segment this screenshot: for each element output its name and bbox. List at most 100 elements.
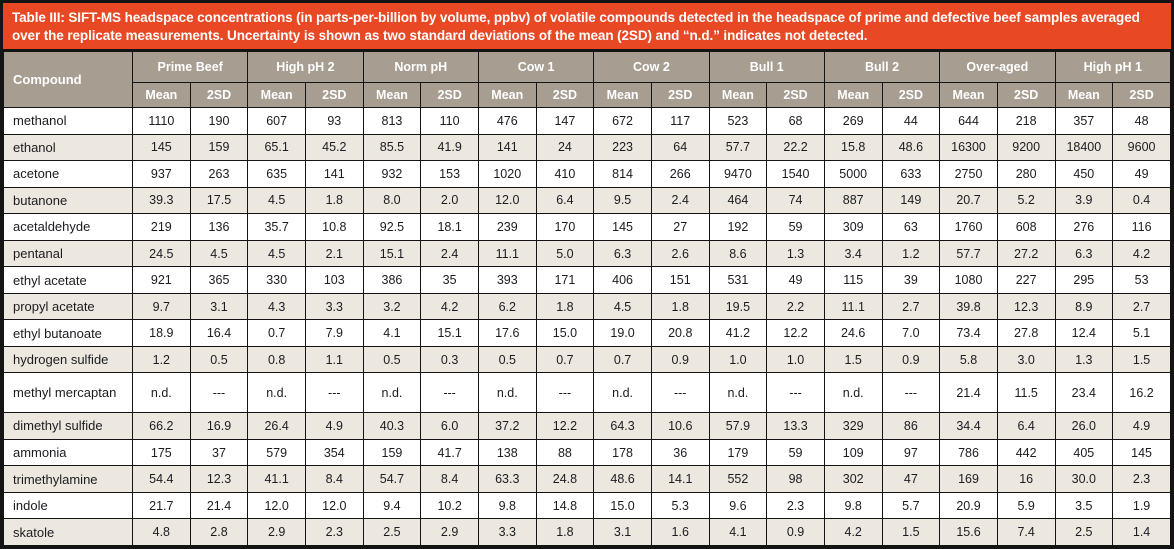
value-cell-acetone-14: 2750 xyxy=(939,160,998,188)
value-cell-skatole-14: 15.6 xyxy=(939,518,998,546)
table-row-pentanal: pentanal 24.5 4.5 4.5 2.1 15.1 2.4 11.1 5.0 6.3 2.… xyxy=(3,239,1171,268)
value-cell-skatole-6: 3.3 xyxy=(477,518,537,546)
value-cell-acetaldehyde-14: 1760 xyxy=(939,213,998,241)
value-cell-indole-6: 9.8 xyxy=(477,491,537,520)
value-cell-acetaldehyde-7: 170 xyxy=(535,213,595,241)
value-cell-trimethylamine-7: 24.8 xyxy=(535,465,595,493)
value-cell-dimethyl-sulfide-12: 329 xyxy=(823,412,883,440)
table-row-ethyl-acetate: ethyl acetate 921 365 330 103 386 35 393 171 406 1… xyxy=(3,266,1171,294)
value-cell-ethanol-12: 15.8 xyxy=(823,133,883,162)
value-cell-hydrogen-sulfide-4: 0.5 xyxy=(362,345,422,374)
value-cell-propyl-acetate-9: 1.8 xyxy=(650,292,710,321)
value-cell-ethyl-butanoate-8: 19.0 xyxy=(593,319,652,347)
value-cell-methyl-mercaptan-3: --- xyxy=(304,372,364,414)
value-cell-methyl-mercaptan-15: 11.5 xyxy=(996,372,1056,414)
value-cell-pentanal-0: 24.5 xyxy=(132,239,191,268)
value-cell-ethyl-acetate-15: 227 xyxy=(996,266,1056,294)
value-cell-pentanal-17: 4.2 xyxy=(1112,239,1171,268)
value-cell-skatole-4: 2.5 xyxy=(362,518,422,546)
value-cell-pentanal-3: 2.1 xyxy=(304,239,364,268)
value-cell-hydrogen-sulfide-13: 0.9 xyxy=(881,345,941,374)
value-cell-ethyl-acetate-5: 35 xyxy=(420,266,479,294)
subheader-mean-over-aged: Mean xyxy=(939,82,998,109)
table-row-skatole: skatole 4.8 2.8 2.9 2.3 2.5 2.9 3.3 1.8 3.1 1.6 4.1… xyxy=(3,518,1171,546)
value-cell-ethyl-butanoate-0: 18.9 xyxy=(132,319,191,347)
value-cell-butanone-13: 149 xyxy=(881,186,941,215)
value-cell-indole-7: 14.8 xyxy=(535,491,595,520)
value-cell-indole-0: 21.7 xyxy=(132,491,191,520)
compound-cell: methyl mercaptan xyxy=(3,372,133,414)
value-cell-propyl-acetate-4: 3.2 xyxy=(362,292,422,321)
value-cell-methanol-14: 644 xyxy=(939,107,998,135)
value-cell-acetaldehyde-2: 35.7 xyxy=(247,213,306,241)
value-cell-butanone-11: 74 xyxy=(766,186,825,215)
value-cell-hydrogen-sulfide-2: 0.8 xyxy=(247,345,306,374)
value-cell-ethyl-acetate-2: 330 xyxy=(247,266,306,294)
value-cell-dimethyl-sulfide-7: 12.2 xyxy=(535,412,595,440)
value-cell-methyl-mercaptan-17: 16.2 xyxy=(1112,372,1171,414)
value-cell-hydrogen-sulfide-10: 1.0 xyxy=(708,345,768,374)
value-cell-skatole-2: 2.9 xyxy=(247,518,306,546)
subheader-mean-high-ph-2: Mean xyxy=(247,82,306,109)
value-cell-ethanol-10: 57.7 xyxy=(708,133,768,162)
table-row-methyl-mercaptan: methyl mercaptan n.d. --- n.d. --- n.d. --- n.d… xyxy=(3,372,1171,414)
value-cell-acetone-3: 141 xyxy=(304,160,364,188)
value-cell-ethanol-13: 48.6 xyxy=(881,133,941,162)
value-cell-dimethyl-sulfide-0: 66.2 xyxy=(132,412,191,440)
value-cell-dimethyl-sulfide-8: 64.3 xyxy=(593,412,652,440)
value-cell-skatole-17: 1.4 xyxy=(1112,518,1171,546)
value-cell-trimethylamine-17: 2.3 xyxy=(1112,465,1171,493)
value-cell-propyl-acetate-0: 9.7 xyxy=(132,292,191,321)
value-cell-butanone-15: 5.2 xyxy=(996,186,1056,215)
value-cell-skatole-10: 4.1 xyxy=(708,518,768,546)
subheader-mean-prime-beef: Mean xyxy=(132,82,191,109)
value-cell-pentanal-6: 11.1 xyxy=(477,239,537,268)
value-cell-ammonia-3: 354 xyxy=(304,438,364,467)
group-header-cow-1: Cow 1 xyxy=(477,51,595,84)
value-cell-dimethyl-sulfide-6: 37.2 xyxy=(477,412,537,440)
value-cell-methanol-9: 117 xyxy=(650,107,710,135)
value-cell-acetone-15: 280 xyxy=(996,160,1056,188)
value-cell-indole-8: 15.0 xyxy=(593,491,652,520)
value-cell-ethanol-1: 159 xyxy=(189,133,249,162)
compound-cell: ammonia xyxy=(3,438,133,467)
table-row-propyl-acetate: propyl acetate 9.7 3.1 4.3 3.3 3.2 4.2 6.2 1.8 4.… xyxy=(3,292,1171,321)
value-cell-methanol-3: 93 xyxy=(304,107,364,135)
compound-cell: propyl acetate xyxy=(3,292,133,321)
value-cell-acetaldehyde-4: 92.5 xyxy=(362,213,422,241)
value-cell-indole-16: 3.5 xyxy=(1054,491,1114,520)
value-cell-methanol-15: 218 xyxy=(996,107,1056,135)
value-cell-skatole-11: 0.9 xyxy=(766,518,825,546)
subheader-2sd-bull-1: 2SD xyxy=(766,82,825,109)
value-cell-hydrogen-sulfide-8: 0.7 xyxy=(593,345,652,374)
value-cell-methanol-1: 190 xyxy=(189,107,249,135)
value-cell-dimethyl-sulfide-17: 4.9 xyxy=(1112,412,1171,440)
value-cell-ethyl-butanoate-6: 17.6 xyxy=(477,319,537,347)
value-cell-methyl-mercaptan-9: --- xyxy=(650,372,710,414)
value-cell-ethyl-butanoate-15: 27.8 xyxy=(996,319,1056,347)
value-cell-skatole-1: 2.8 xyxy=(189,518,249,546)
value-cell-hydrogen-sulfide-1: 0.5 xyxy=(189,345,249,374)
value-cell-ethyl-butanoate-16: 12.4 xyxy=(1054,319,1114,347)
subheader-2sd-high-ph-2: 2SD xyxy=(304,82,364,109)
value-cell-dimethyl-sulfide-11: 13.3 xyxy=(766,412,825,440)
value-cell-ammonia-10: 179 xyxy=(708,438,768,467)
value-cell-methyl-mercaptan-0: n.d. xyxy=(132,372,191,414)
value-cell-ethanol-5: 41.9 xyxy=(420,133,479,162)
value-cell-ammonia-16: 405 xyxy=(1054,438,1114,467)
value-cell-propyl-acetate-3: 3.3 xyxy=(304,292,364,321)
value-cell-acetone-16: 450 xyxy=(1054,160,1114,188)
value-cell-butanone-16: 3.9 xyxy=(1054,186,1114,215)
value-cell-dimethyl-sulfide-15: 6.4 xyxy=(996,412,1056,440)
value-cell-ethyl-acetate-9: 151 xyxy=(650,266,710,294)
value-cell-acetone-13: 633 xyxy=(881,160,941,188)
value-cell-methanol-7: 147 xyxy=(535,107,595,135)
value-cell-acetaldehyde-9: 27 xyxy=(650,213,710,241)
value-cell-hydrogen-sulfide-11: 1.0 xyxy=(766,345,825,374)
value-cell-methanol-12: 269 xyxy=(823,107,883,135)
value-cell-dimethyl-sulfide-10: 57.9 xyxy=(708,412,768,440)
value-cell-butanone-4: 8.0 xyxy=(362,186,422,215)
compound-cell: ethanol xyxy=(3,133,133,162)
